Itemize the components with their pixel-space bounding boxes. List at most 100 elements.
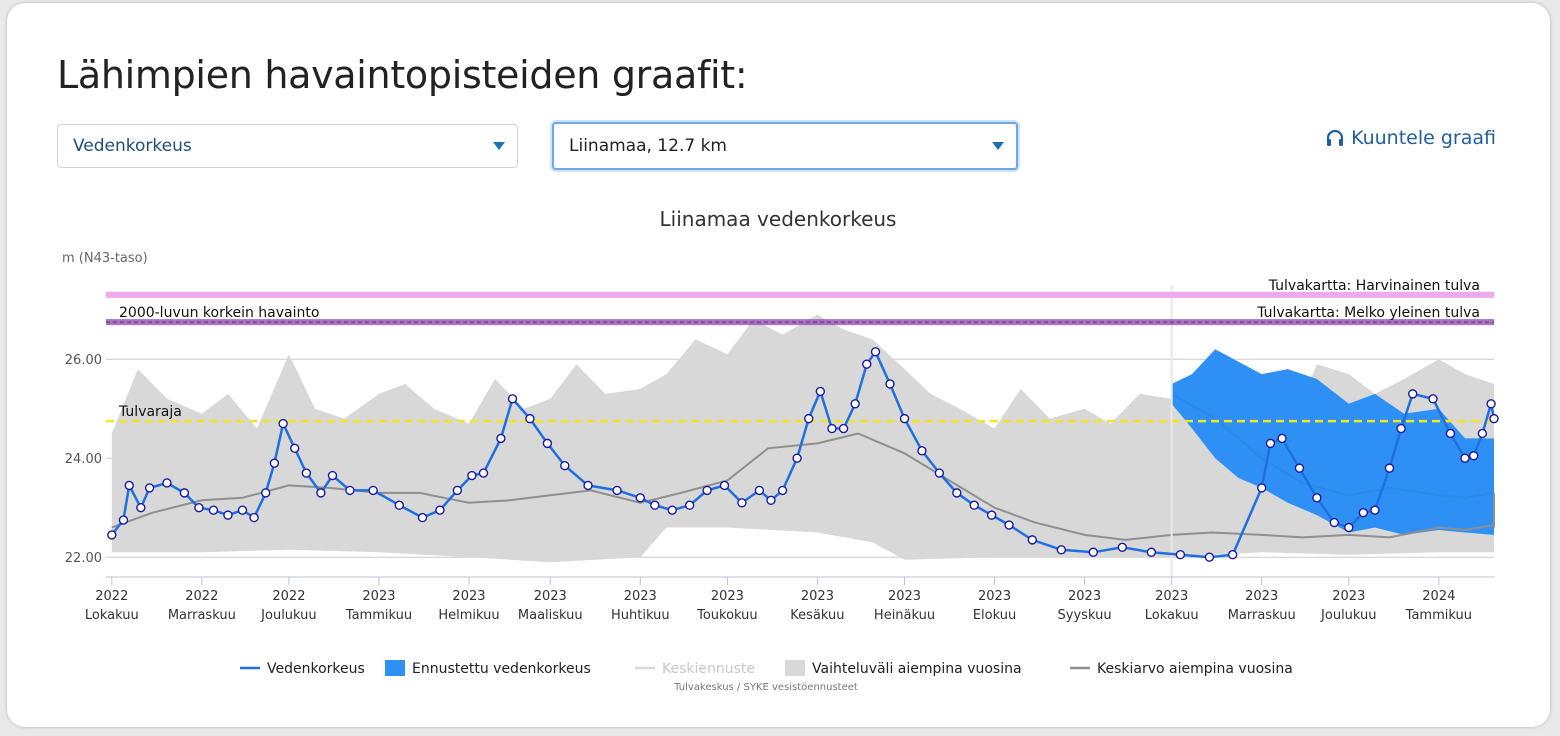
observed-point[interactable]: [969, 500, 979, 510]
observed-point[interactable]: [452, 485, 463, 496]
observed-point[interactable]: [1468, 451, 1479, 461]
observed-point[interactable]: [290, 443, 300, 454]
observed-point[interactable]: [650, 500, 660, 510]
observed-point[interactable]: [1407, 389, 1418, 399]
observed-point[interactable]: [804, 413, 814, 424]
observed-point[interactable]: [827, 423, 837, 434]
observed-point[interactable]: [917, 446, 927, 456]
listen-graph-button[interactable]: Kuuntele graafi: [1325, 127, 1496, 149]
observed-point[interactable]: [194, 503, 204, 513]
observed-point[interactable]: [208, 505, 219, 515]
observed-point[interactable]: [1486, 399, 1496, 409]
observed-point[interactable]: [1294, 463, 1305, 473]
observed-point[interactable]: [496, 433, 506, 444]
observed-point[interactable]: [435, 505, 445, 515]
observed-point[interactable]: [417, 512, 428, 523]
observed-point[interactable]: [1312, 493, 1322, 503]
observed-point[interactable]: [542, 438, 553, 449]
legend-item[interactable]: Vaihteluväli aiempina vuosina: [785, 660, 1022, 677]
observed-point[interactable]: [719, 480, 730, 491]
observed-point[interactable]: [934, 468, 945, 478]
observed-point[interactable]: [899, 413, 910, 424]
observed-point[interactable]: [107, 530, 117, 540]
observed-point[interactable]: [1056, 545, 1067, 555]
observed-point[interactable]: [754, 485, 765, 496]
observed-point[interactable]: [815, 386, 826, 397]
observed-point[interactable]: [986, 510, 997, 520]
observed-point[interactable]: [1428, 394, 1438, 404]
legend-item[interactable]: Vedenkorkeus: [240, 661, 365, 677]
observed-point[interactable]: [1175, 550, 1186, 560]
observed-point[interactable]: [394, 500, 404, 510]
observed-point[interactable]: [261, 488, 271, 498]
y-tick-label: 24.00: [65, 452, 102, 467]
observed-point[interactable]: [1489, 413, 1499, 424]
observed-point[interactable]: [612, 485, 622, 496]
x-tick-month: Marraskuu: [1228, 608, 1296, 623]
observed-point[interactable]: [1146, 547, 1157, 557]
legend-label: Vedenkorkeus: [267, 661, 365, 677]
observed-point[interactable]: [301, 468, 312, 478]
observed-point[interactable]: [1117, 542, 1128, 553]
observed-point[interactable]: [1027, 535, 1038, 545]
observed-point[interactable]: [525, 413, 535, 424]
observed-point[interactable]: [702, 485, 712, 496]
observed-point[interactable]: [737, 498, 747, 508]
observed-point[interactable]: [467, 470, 477, 481]
observed-point[interactable]: [316, 488, 326, 498]
observed-point[interactable]: [118, 515, 129, 525]
observed-point[interactable]: [269, 458, 280, 468]
observed-point[interactable]: [667, 505, 677, 515]
observed-point[interactable]: [1277, 433, 1287, 444]
observed-point[interactable]: [1384, 463, 1395, 473]
observed-point[interactable]: [1004, 520, 1014, 530]
observed-point[interactable]: [124, 480, 134, 491]
observed-point[interactable]: [1396, 423, 1406, 434]
observed-point[interactable]: [1329, 517, 1339, 528]
parameter-select[interactable]: Vedenkorkeus: [57, 124, 518, 168]
observed-point[interactable]: [144, 483, 155, 493]
legend-item[interactable]: Keskiennuste: [635, 661, 755, 677]
observed-point[interactable]: [1256, 483, 1267, 493]
reference-line-label: Tulvaraja: [118, 404, 182, 420]
observed-point[interactable]: [777, 485, 788, 496]
observed-point[interactable]: [507, 394, 518, 404]
observed-point[interactable]: [1460, 453, 1470, 463]
observed-point[interactable]: [684, 500, 695, 510]
observed-point[interactable]: [1477, 428, 1488, 439]
observed-point[interactable]: [1358, 507, 1369, 518]
observed-point[interactable]: [179, 488, 190, 498]
observed-point[interactable]: [1445, 428, 1456, 439]
observed-point[interactable]: [278, 418, 288, 429]
observed-point[interactable]: [885, 379, 895, 389]
observed-point[interactable]: [862, 359, 872, 369]
observed-point[interactable]: [635, 493, 645, 503]
observed-point[interactable]: [368, 485, 378, 496]
observed-point[interactable]: [583, 480, 593, 491]
observed-point[interactable]: [850, 399, 860, 409]
rare-flood-line: [106, 291, 1494, 298]
observed-point[interactable]: [478, 468, 489, 478]
observed-point[interactable]: [1227, 550, 1238, 560]
observed-point[interactable]: [560, 460, 570, 471]
observed-point[interactable]: [327, 470, 338, 481]
observed-point[interactable]: [249, 512, 259, 523]
observed-point[interactable]: [1204, 552, 1215, 562]
observed-point[interactable]: [223, 510, 233, 520]
observed-point[interactable]: [162, 478, 172, 488]
observed-point[interactable]: [838, 423, 849, 434]
observed-point[interactable]: [870, 347, 881, 357]
legend-item[interactable]: Keskiarvo aiempina vuosina: [1070, 661, 1293, 677]
observed-point[interactable]: [1265, 438, 1276, 449]
observed-point[interactable]: [792, 453, 802, 463]
observed-point[interactable]: [952, 488, 962, 498]
observed-point[interactable]: [136, 503, 146, 513]
station-select[interactable]: Liinamaa, 12.7 km: [552, 122, 1018, 170]
observed-point[interactable]: [345, 485, 355, 496]
observed-point[interactable]: [237, 505, 248, 515]
observed-point[interactable]: [1088, 547, 1098, 557]
observed-point[interactable]: [1344, 522, 1354, 533]
observed-point[interactable]: [766, 495, 776, 505]
observed-point[interactable]: [1370, 505, 1380, 515]
legend-item[interactable]: Ennustettu vedenkorkeus: [385, 660, 591, 677]
